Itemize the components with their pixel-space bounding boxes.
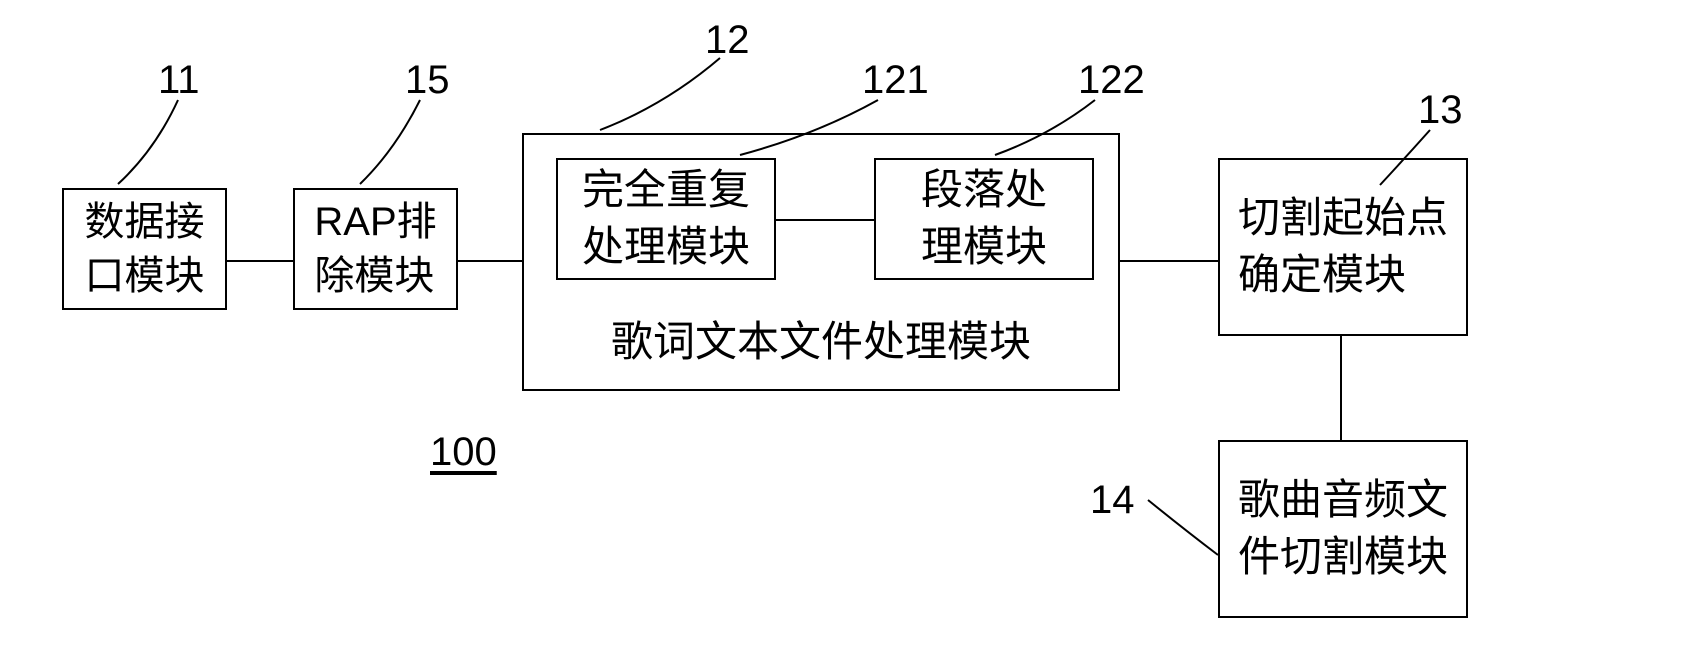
connector-line — [1340, 336, 1342, 440]
diagram-ref-number: 100 — [430, 430, 497, 475]
connector-line — [776, 219, 874, 221]
label-15: 15 — [405, 58, 450, 103]
box-cut-start-label: 切割起始点 确定模块 — [1238, 190, 1448, 303]
box-lyrics-proc-label: 歌词文本文件处理模块 — [611, 314, 1031, 371]
box-full-repeat-label: 完全重复 处理模块 — [582, 162, 750, 275]
box-cut-start: 切割起始点 确定模块 — [1218, 158, 1468, 336]
label-11: 11 — [158, 58, 200, 103]
box-audio-cut-label: 歌曲音频文 件切割模块 — [1238, 472, 1448, 585]
label-12: 12 — [705, 18, 750, 63]
box-audio-cut: 歌曲音频文 件切割模块 — [1218, 440, 1468, 618]
connector-line — [458, 260, 522, 262]
connector-line — [1120, 260, 1218, 262]
box-rap-exclude: RAP排 除模块 — [293, 188, 458, 310]
box-rap-exclude-label: RAP排 除模块 — [314, 195, 436, 303]
box-data-interface: 数据接 口模块 — [62, 188, 227, 310]
box-data-interface-label: 数据接 口模块 — [85, 195, 205, 303]
label-13: 13 — [1418, 88, 1463, 133]
label-122: 122 — [1078, 58, 1145, 103]
label-14: 14 — [1090, 478, 1135, 523]
connector-line — [227, 260, 293, 262]
box-para-proc: 段落处 理模块 — [874, 158, 1094, 280]
label-121: 121 — [862, 58, 929, 103]
box-para-proc-label: 段落处 理模块 — [921, 162, 1047, 275]
box-full-repeat: 完全重复 处理模块 — [556, 158, 776, 280]
